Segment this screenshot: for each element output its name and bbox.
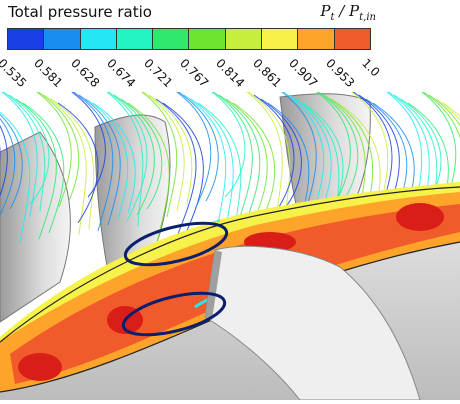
blade-back-middle [94, 114, 171, 283]
colorbar-tick-label: 0.581 [31, 56, 66, 91]
streamline [309, 86, 351, 208]
colorbar-tick-label: 0.953 [322, 56, 357, 91]
streamline [232, 102, 276, 214]
blade-front [204, 245, 421, 401]
colorbar-swatch [116, 29, 154, 49]
streamline [127, 102, 170, 244]
colorbar-swatch [80, 29, 117, 49]
streamline [225, 98, 268, 220]
streamline [71, 90, 114, 232]
streamline [0, 114, 23, 210]
streamline [428, 94, 460, 127]
streamline [344, 86, 389, 198]
streamline [64, 86, 106, 198]
colorbar-tick-label: 1.0 [359, 56, 383, 80]
streamline [134, 86, 178, 218]
streamline [288, 94, 332, 206]
streamline [316, 90, 359, 202]
streamline [176, 90, 219, 202]
streamline [36, 90, 80, 202]
cfd-visualization [0, 86, 460, 401]
streamline [113, 94, 155, 216]
streamline [169, 86, 212, 208]
colorbar-swatch [262, 29, 299, 49]
colorbar-swatch [153, 29, 190, 49]
streamline [15, 98, 57, 240]
colorbar-tick-label: 0.814 [213, 56, 248, 91]
colorbar-tick-label: 0.907 [286, 56, 321, 91]
streamline [211, 90, 253, 232]
streamline [183, 94, 227, 236]
colorbar-swatch [334, 29, 370, 49]
colorbar-swatch [189, 29, 226, 49]
colorbar-tick-label: 0.628 [67, 56, 103, 91]
streamline [29, 86, 72, 208]
colorbar-swatch [298, 29, 335, 49]
streamline [0, 124, 8, 198]
streamline [197, 102, 242, 224]
streamline [155, 98, 197, 240]
streamline [85, 98, 129, 220]
colorbar-swatch [8, 29, 45, 49]
legend-formula: Pt / Pt,in [320, 2, 376, 23]
streamline [78, 94, 121, 226]
streamline [57, 102, 99, 224]
colorbar-swatch [44, 29, 81, 49]
streamline [99, 86, 144, 228]
streamline [162, 102, 204, 234]
streamline [120, 98, 163, 210]
colorbar-tick-label: 0.861 [249, 56, 285, 91]
colorbar [7, 28, 371, 50]
ring-edge-top [0, 186, 460, 343]
streamline [0, 90, 38, 218]
streamline [190, 98, 234, 230]
colorbar-legend: Total pressure ratio Pt / Pt,in 0.535 0.5… [0, 0, 460, 90]
streamline [22, 102, 65, 234]
streamline [50, 98, 95, 230]
streamline [435, 98, 460, 122]
colorbar-tick-label: 0.721 [140, 56, 175, 91]
blade-front-edge [205, 250, 222, 320]
legend-title: Total pressure ratio [8, 3, 152, 21]
colorbar-tick-label: 0.535 [0, 56, 30, 91]
highlight-ellipse-upper [123, 221, 229, 267]
streamline [141, 90, 185, 212]
cfd-scene [0, 86, 460, 401]
streamline [92, 102, 136, 214]
highlight-ellipse-lower [121, 291, 227, 337]
streamline [253, 94, 295, 216]
streamline [8, 94, 50, 206]
streamline [0, 118, 16, 216]
colorbar-tick-label: 0.767 [177, 56, 212, 91]
blade-back-right [279, 93, 371, 223]
streamline [260, 98, 302, 210]
streamline [106, 90, 148, 222]
streamline [148, 94, 193, 206]
colorbar-swatch [225, 29, 263, 49]
streamline [0, 111, 31, 244]
streamline [204, 86, 246, 198]
colorbar-tick-label: 0.674 [104, 56, 139, 91]
streamline [1, 90, 46, 212]
streamline [218, 94, 261, 226]
